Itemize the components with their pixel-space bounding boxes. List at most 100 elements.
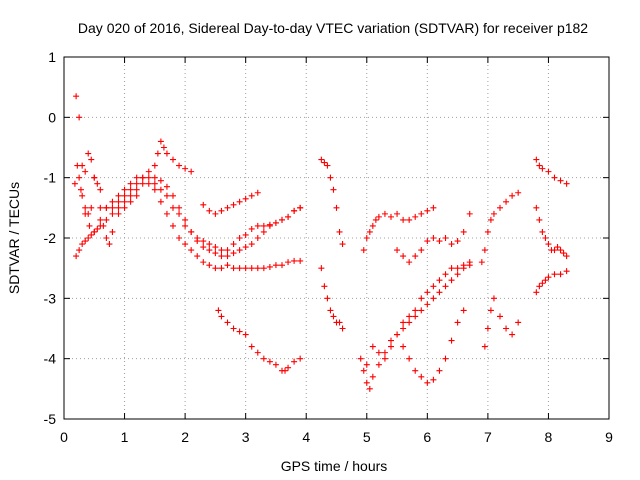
data-point (266, 222, 273, 229)
data-point (497, 204, 503, 211)
data-point (79, 162, 86, 169)
data-point (285, 259, 292, 266)
data-point (536, 283, 543, 290)
data-point (430, 235, 437, 241)
data-point (442, 355, 449, 362)
data-point (224, 262, 231, 269)
data-point (248, 192, 255, 199)
data-point (236, 328, 243, 335)
data-point (139, 180, 146, 187)
data-point (533, 289, 540, 296)
data-point (85, 210, 92, 217)
data-point (206, 207, 213, 214)
data-point (460, 228, 467, 235)
x-tick-label: 0 (60, 429, 68, 445)
data-point (357, 355, 364, 362)
data-point (330, 313, 337, 320)
data-point (554, 244, 561, 251)
data-point (533, 204, 540, 211)
grid (64, 57, 609, 419)
data-point (536, 216, 543, 223)
data-point (109, 228, 116, 235)
data-point (260, 228, 267, 235)
data-point (545, 274, 552, 281)
data-point (121, 192, 128, 199)
data-point (230, 241, 237, 248)
data-point (394, 331, 401, 338)
data-point (436, 289, 443, 296)
data-point (212, 244, 219, 251)
data-point (484, 228, 491, 235)
data-point (272, 219, 279, 226)
data-point (266, 358, 273, 365)
series-sat-q (533, 156, 570, 187)
data-point (418, 247, 425, 254)
series-sat-o (478, 189, 522, 266)
data-point (260, 265, 267, 272)
data-point (176, 235, 183, 241)
data-point (339, 241, 346, 248)
data-point (381, 355, 388, 362)
data-point (436, 277, 443, 284)
x-tick-label: 1 (121, 429, 129, 445)
data-point (157, 198, 164, 205)
data-point (400, 343, 407, 350)
data-point (448, 241, 455, 248)
data-point (363, 379, 370, 386)
data-point (157, 186, 164, 193)
data-point (236, 247, 243, 254)
data-point (412, 367, 419, 374)
data-point (85, 235, 92, 241)
data-point (285, 364, 292, 371)
x-tick-label: 8 (545, 429, 553, 445)
data-point (539, 280, 546, 287)
data-point (375, 349, 382, 356)
data-point (206, 241, 213, 248)
data-point (100, 222, 107, 229)
data-point (400, 253, 407, 260)
data-point (324, 162, 331, 169)
data-point (487, 216, 494, 223)
data-point (145, 180, 152, 187)
data-point (182, 241, 189, 248)
data-point (490, 210, 497, 217)
data-point (176, 210, 183, 217)
data-point (91, 174, 98, 181)
data-point (206, 262, 213, 269)
data-point (557, 177, 564, 184)
data-point (182, 222, 189, 229)
data-point (336, 319, 343, 326)
data-point (236, 265, 243, 272)
data-point (321, 159, 328, 166)
data-point (248, 241, 255, 248)
data-point (324, 295, 331, 302)
y-tick-label: -3 (44, 290, 57, 306)
y-tick-label: -5 (44, 411, 57, 427)
data-point (318, 265, 325, 272)
data-point (503, 325, 510, 332)
data-point (539, 228, 546, 235)
data-point (170, 156, 176, 163)
data-point (466, 210, 473, 217)
x-tick-labels: 0 1 2 3 4 5 6 7 8 9 (60, 429, 613, 445)
data-point (363, 235, 370, 241)
data-point (242, 244, 249, 251)
data-point (333, 204, 340, 211)
data-point (448, 265, 455, 272)
data-point (127, 180, 134, 187)
data-point (369, 222, 376, 229)
data-point (509, 192, 516, 199)
data-point (106, 241, 113, 248)
data-point (151, 174, 158, 181)
data-point (406, 259, 413, 266)
data-point (224, 319, 231, 326)
data-point (272, 262, 279, 269)
x-tick-label: 6 (423, 429, 431, 445)
data-point (157, 177, 164, 184)
data-point (151, 162, 158, 169)
data-point (86, 222, 93, 229)
data-point (490, 295, 497, 302)
data-point (88, 231, 95, 238)
x-tick-label: 7 (484, 429, 492, 445)
data-point (563, 253, 570, 260)
